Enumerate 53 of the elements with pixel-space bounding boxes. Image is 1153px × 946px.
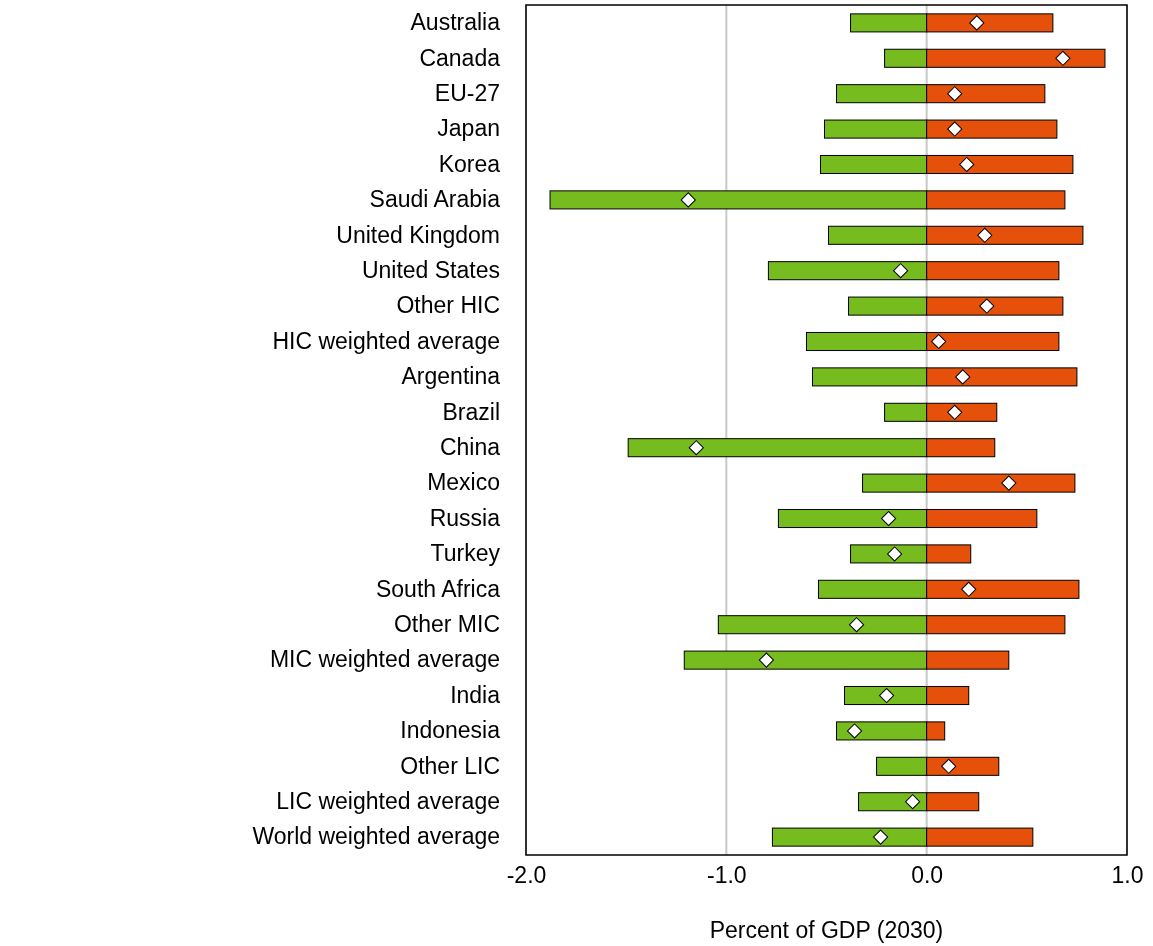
point <box>887 546 903 562</box>
y-tick-label: Canada <box>419 44 501 71</box>
y-tick-label: MIC weighted average <box>269 646 500 673</box>
point <box>931 333 947 350</box>
point <box>846 723 863 739</box>
point <box>905 794 921 810</box>
point <box>881 510 897 527</box>
point <box>977 227 993 243</box>
y-tick-label: Turkey <box>430 540 501 567</box>
point <box>680 192 696 208</box>
point <box>961 581 977 597</box>
y-tick-label: Russia <box>429 504 501 531</box>
x-axis-title: Percent of GDP (2030) <box>709 917 944 943</box>
point <box>1001 475 1017 491</box>
point <box>879 687 895 704</box>
y-tick-label: India <box>450 681 501 708</box>
y-tick-label: South Africa <box>375 575 501 602</box>
y-tick-label: World weighted average <box>252 823 500 850</box>
point <box>947 86 963 102</box>
y-tick-label: Brazil <box>442 398 500 425</box>
point <box>873 829 889 845</box>
y-tick-label: Mexico <box>427 469 500 496</box>
x-tick-label: -1.0 <box>707 862 747 889</box>
y-tick-label: Korea <box>438 150 501 177</box>
y-tick-label: Other LIC <box>400 752 500 779</box>
y-tick-label: HIC weighted average <box>272 327 500 354</box>
point <box>758 652 774 668</box>
point <box>893 263 909 279</box>
point <box>848 617 865 633</box>
x-tick-label: -2.0 <box>506 862 547 889</box>
y-tick-label: Indonesia <box>400 717 501 744</box>
point <box>947 121 963 137</box>
y-tick-label: Japan <box>437 115 500 142</box>
x-tick-label: 0.0 <box>911 862 944 889</box>
x-tick-label: 1.0 <box>1111 862 1144 889</box>
y-tick-label: EU-27 <box>434 80 500 107</box>
point <box>947 404 963 420</box>
y-tick-label: Other MIC <box>393 611 500 638</box>
point <box>688 440 704 456</box>
point <box>969 15 985 31</box>
y-tick-label: Saudi Arabia <box>369 186 501 213</box>
y-tick-label: United Kingdom <box>336 221 500 248</box>
point <box>955 369 971 385</box>
point <box>941 758 957 774</box>
point <box>959 156 975 173</box>
point <box>979 298 995 314</box>
y-tick-label: LIC weighted average <box>276 788 500 815</box>
y-tick-label: Argentina <box>401 363 501 390</box>
y-tick-label: Australia <box>410 9 501 36</box>
y-tick-label: China <box>439 434 501 461</box>
y-tick-label: Other HIC <box>396 292 500 319</box>
point <box>1055 50 1071 66</box>
y-tick-label: United States <box>361 257 500 284</box>
